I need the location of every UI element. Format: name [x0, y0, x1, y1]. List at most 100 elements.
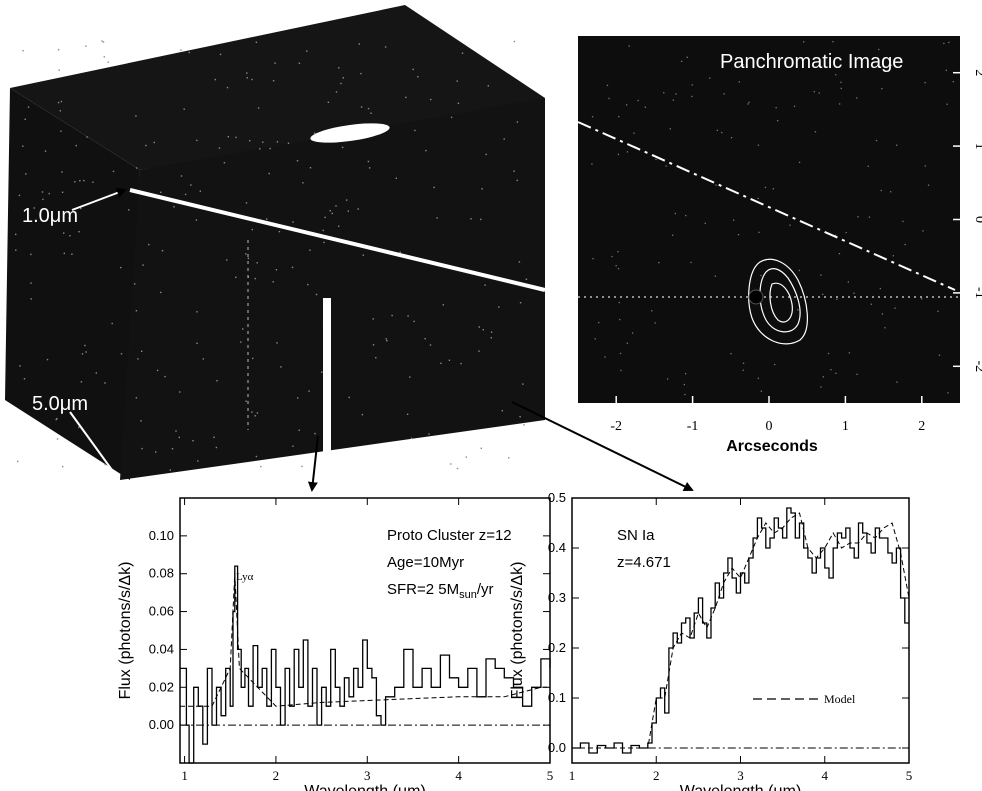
cube-noise-dot: [18, 194, 21, 197]
galaxy-contours: [748, 258, 808, 345]
panchromatic-noise-dot: [760, 390, 762, 392]
panchromatic-xlabel: Arcseconds: [726, 438, 818, 455]
arrow-to-sn-ia: [511, 401, 694, 491]
panchromatic-noise-dot: [757, 144, 760, 146]
cube-noise-dot: [501, 410, 503, 412]
cube-noise-dot: [227, 136, 229, 138]
panchromatic-noise-dot: [835, 234, 837, 236]
cube-noise-dot: [410, 437, 413, 439]
panchromatic-noise-dot: [924, 165, 926, 167]
panchromatic-noise-dot: [922, 230, 924, 232]
cube-noise-dot: [255, 455, 258, 458]
cube-noise-dot: [199, 190, 201, 192]
cube-noise-dot: [197, 460, 199, 462]
panchromatic-noise-dot: [879, 287, 881, 290]
cube-noise-dot: [375, 357, 377, 359]
cube-noise-dot: [216, 380, 218, 382]
cube-noise-dot: [324, 216, 326, 219]
cube-noise-dot: [478, 326, 480, 328]
panchromatic-noise-dot: [594, 338, 596, 340]
panchromatic-noise-dot: [644, 106, 646, 108]
cube-noise-dot: [155, 451, 157, 453]
cube-noise-dot: [518, 261, 521, 263]
cube-vertical-slit: [323, 298, 331, 458]
panchromatic-noise-dot: [827, 352, 830, 355]
panchromatic-noise-dot: [626, 151, 629, 153]
panchromatic-noise-dot: [945, 69, 947, 71]
cube-noise-dot: [513, 40, 516, 43]
panchromatic-noise-dot: [628, 45, 630, 47]
cube-noise-dot: [338, 225, 340, 227]
cube-noise-dot: [61, 191, 64, 193]
panchromatic-noise-dot: [618, 301, 620, 304]
panchromatic-noise-dot: [672, 234, 674, 236]
panchromatic-noise-dot: [838, 253, 841, 255]
cube-noise-dot: [340, 82, 342, 85]
cube-noise: [15, 40, 528, 471]
cube-noise-dot: [516, 121, 519, 123]
cube-noise-dot: [104, 382, 106, 384]
cube-noise-dot: [223, 162, 226, 164]
panchromatic-axes: -2 -1 0 1 2 -2 -1 0 1 2: [610, 69, 982, 434]
cube-noise-dot: [78, 231, 80, 233]
cube-slit-line: [129, 188, 546, 292]
panchromatic-noise-dot: [856, 97, 858, 99]
panchromatic-noise-dot: [881, 88, 883, 90]
cube-noise-dot: [280, 366, 282, 368]
panchromatic-noise-dot: [721, 131, 723, 134]
cube-noise-dot: [348, 396, 350, 399]
cube-noise-dot: [24, 118, 26, 120]
x-tick-label: 4: [822, 768, 829, 783]
cube-noise-dot: [301, 465, 303, 468]
panchromatic-noise-dot: [775, 107, 777, 109]
cube-noise-dot: [25, 173, 27, 175]
cube-noise-dot: [62, 465, 64, 468]
cube-noise-dot: [370, 112, 372, 114]
cube-noise-dot: [202, 358, 204, 360]
panchromatic-noise-dot: [857, 216, 859, 218]
cube-noise-dot: [74, 181, 76, 183]
annotation-line2: Age=10Myr: [387, 554, 464, 571]
cube-noise-dot: [384, 46, 387, 48]
cube-noise-dot: [196, 342, 198, 344]
cube-noise-dot: [112, 170, 115, 173]
cube-noise-dot: [101, 40, 103, 42]
cube-noise-dot: [180, 175, 183, 177]
panchromatic-noise-dot: [748, 101, 750, 103]
cube-noise-dot: [22, 50, 24, 52]
cube-noise-dot: [327, 101, 330, 103]
cube-noise-dot: [329, 210, 331, 212]
cube-noise-dot: [81, 353, 84, 355]
cube-noise-dot: [266, 218, 268, 220]
cube-noise-dot: [249, 140, 251, 142]
cube-noise-dot: [145, 144, 147, 147]
wavelength-pointer-5um: [69, 411, 113, 471]
cube-noise-dot: [135, 310, 138, 312]
cube-noise-dot: [254, 415, 256, 417]
y-tick-label: 0.2: [548, 640, 566, 655]
x-axis-label: Wavelength (μm): [680, 783, 802, 791]
y-axis-label: Flux (photons/s/Δk): [117, 562, 134, 700]
y-axis-label: Flux (photons/s/Δk): [509, 562, 526, 700]
cube-noise-dot: [513, 170, 515, 172]
cube-noise-dot: [335, 91, 338, 93]
panchromatic-noise-dot: [608, 97, 610, 100]
panchromatic-noise-dot: [685, 373, 687, 375]
cube-noise-dot: [256, 262, 258, 264]
panchromatic-noise-dot: [665, 165, 667, 167]
pan-x-tick-label: -1: [687, 419, 699, 434]
panchromatic-noise-dot: [598, 321, 600, 324]
panchromatic-noise-dot: [943, 42, 945, 45]
cube-noise-dot: [287, 142, 290, 144]
panchromatic-noise-dot: [832, 41, 834, 43]
cube-noise-dot: [525, 278, 528, 280]
cube-noise-dot: [85, 351, 87, 353]
panchromatic-noise-dot: [716, 129, 718, 131]
cube-noise-dot: [22, 145, 24, 147]
panchromatic-noise-dot: [948, 41, 950, 44]
cube-noise-dot: [30, 253, 32, 256]
cube-noise-dot: [268, 172, 270, 175]
cube-noise-dot: [436, 217, 438, 219]
galaxy-contour-middle: [759, 268, 801, 333]
cube-noise-dot: [412, 68, 414, 71]
